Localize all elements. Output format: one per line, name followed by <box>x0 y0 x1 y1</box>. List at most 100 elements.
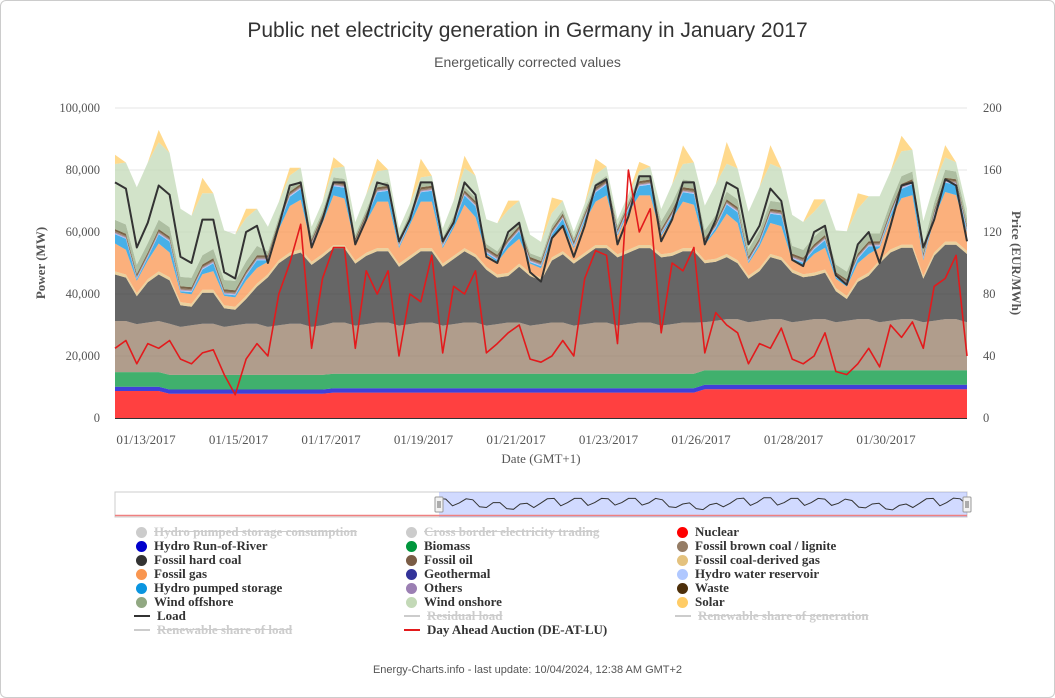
legend-dot-icon <box>136 554 147 566</box>
legend-label: Geothermal <box>424 566 491 581</box>
y-tick-label: 0 <box>94 411 100 425</box>
legend-label: Others <box>424 580 463 595</box>
line-price <box>114 169 968 396</box>
legend-item[interactable]: Fossil coal-derived gas <box>675 553 820 567</box>
navigator-handle-left[interactable] <box>434 496 444 513</box>
y-tick-label: 60,000 <box>66 225 100 239</box>
legend-label: Renewable share of load <box>157 622 293 637</box>
legend-dot-icon <box>677 596 688 608</box>
legend-item[interactable]: Wind onshore <box>404 595 502 609</box>
legend-item[interactable]: Others <box>404 581 462 595</box>
legend-item[interactable]: Hydro Run-of-River <box>134 539 268 553</box>
navigator-handle-right[interactable] <box>962 496 972 513</box>
legend-item[interactable]: Wind offshore <box>134 595 233 609</box>
legend-item[interactable]: Fossil hard coal <box>134 553 241 567</box>
legend-label: Fossil gas <box>154 566 208 581</box>
navigator[interactable] <box>114 491 972 518</box>
legend-item[interactable]: Solar <box>675 595 725 609</box>
legend-item[interactable]: Waste <box>675 581 729 595</box>
x-tick-label: 01/15/2017 <box>209 432 269 447</box>
y-right-tick-label: 120 <box>983 225 1002 239</box>
legend-dot-icon <box>677 540 688 552</box>
navigator-load-line <box>438 497 968 511</box>
line-load <box>114 175 968 286</box>
legend-item[interactable]: Biomass <box>404 539 470 553</box>
x-tick-label: 01/13/2017 <box>116 432 176 447</box>
legend-label: Hydro water reservoir <box>695 566 820 581</box>
legend-item[interactable]: Load <box>134 609 186 623</box>
legend-label: Fossil brown coal / lignite <box>695 538 837 553</box>
legend-item[interactable]: Fossil oil <box>404 553 473 567</box>
legend-dot-icon <box>136 526 147 538</box>
legend-dot-icon <box>136 540 147 552</box>
legend-item[interactable]: Cross border electricity trading <box>404 525 599 539</box>
legend-item[interactable]: Renewable share of generation <box>675 609 869 623</box>
y-right-tick-label: 200 <box>983 101 1002 115</box>
legend-dot-icon <box>406 554 417 566</box>
legend-line-icon <box>134 615 150 618</box>
legend-label: Solar <box>695 594 725 609</box>
legend-label: Hydro pumped storage <box>154 580 283 595</box>
x-tick-label: 01/30/2017 <box>856 432 916 447</box>
series-lines <box>114 169 968 396</box>
legend-dot-icon <box>406 568 417 580</box>
legend-label: Hydro pumped storage consumption <box>154 524 358 539</box>
area-hydro_ror <box>115 384 967 394</box>
legend-dot-icon <box>677 526 688 538</box>
legend-item[interactable]: Hydro pumped storage <box>134 581 282 595</box>
footer-credits: Energy-Charts.info - last update: 10/04/… <box>372 664 683 676</box>
area-gas <box>115 192 967 307</box>
legend-dot-icon <box>677 582 688 594</box>
y-tick-label: 40,000 <box>66 287 100 301</box>
legend-label: Biomass <box>424 538 471 553</box>
y-axis-title: Power (MW) <box>33 227 48 299</box>
legend-label: Load <box>157 608 186 623</box>
x-axis-title: Date (GMT+1) <box>501 451 580 466</box>
area-solar <box>115 129 967 242</box>
y-right-axis-title: Price (EUR/MWh) <box>1009 211 1024 315</box>
legend-dot-icon <box>677 554 688 566</box>
navigator-selected-range <box>439 492 967 517</box>
y-tick-label: 100,000 <box>59 101 100 115</box>
stacked-areas <box>115 129 967 418</box>
legend-line-icon <box>675 615 691 618</box>
legend-dot-icon <box>406 540 417 552</box>
area-nuclear <box>115 389 967 418</box>
legend-dot-icon <box>677 568 688 580</box>
legend-dot-icon <box>136 596 147 608</box>
legend-line-icon <box>134 629 150 632</box>
legend-item[interactable]: Geothermal <box>404 567 490 581</box>
legend-label: Fossil coal-derived gas <box>695 552 820 567</box>
legend-label: Wind offshore <box>154 594 234 609</box>
legend-item[interactable]: Residual load <box>404 609 503 623</box>
axes: 0 0 20,000 40 40,000 80 60,000 120 80,000 160 100,… <box>33 101 1024 466</box>
legend-dot-icon <box>406 582 417 594</box>
legend-item[interactable]: Fossil brown coal / lignite <box>675 539 836 553</box>
area-lignite <box>115 319 967 375</box>
legend-item[interactable]: Nuclear <box>675 525 739 539</box>
area-onshore <box>115 142 967 281</box>
y-right-tick-label: 80 <box>983 287 996 301</box>
x-tick-label: 01/23/2017 <box>579 432 639 447</box>
legend-label: Day Ahead Auction (DE-AT-LU) <box>427 622 608 637</box>
legend-dot-icon <box>406 596 417 608</box>
legend-label: Nuclear <box>695 524 740 539</box>
legend-label: Hydro Run-of-River <box>154 538 268 553</box>
chart-title: Public net electricity generation in Ger… <box>247 19 808 42</box>
legend-item[interactable]: Hydro water reservoir <box>675 567 819 581</box>
x-tick-label: 01/21/2017 <box>486 432 546 447</box>
x-tick-label: 01/17/2017 <box>301 432 361 447</box>
legend-item[interactable]: Renewable share of load <box>134 623 292 637</box>
legend-item[interactable]: Fossil gas <box>134 567 207 581</box>
legend-item[interactable]: Hydro pumped storage consumption <box>134 525 357 539</box>
y-right-tick-label: 160 <box>983 163 1002 177</box>
navigator-track <box>114 491 968 518</box>
y-tick-label: 20,000 <box>66 349 100 363</box>
legend-label: Waste <box>695 580 729 595</box>
chart-subtitle: Energetically corrected values <box>434 54 621 70</box>
legend-item[interactable]: Day Ahead Auction (DE-AT-LU) <box>404 623 607 637</box>
x-tick-label: 01/19/2017 <box>394 432 454 447</box>
y-right-tick-label: 40 <box>983 349 996 363</box>
y-right-tick-label: 0 <box>983 411 989 425</box>
